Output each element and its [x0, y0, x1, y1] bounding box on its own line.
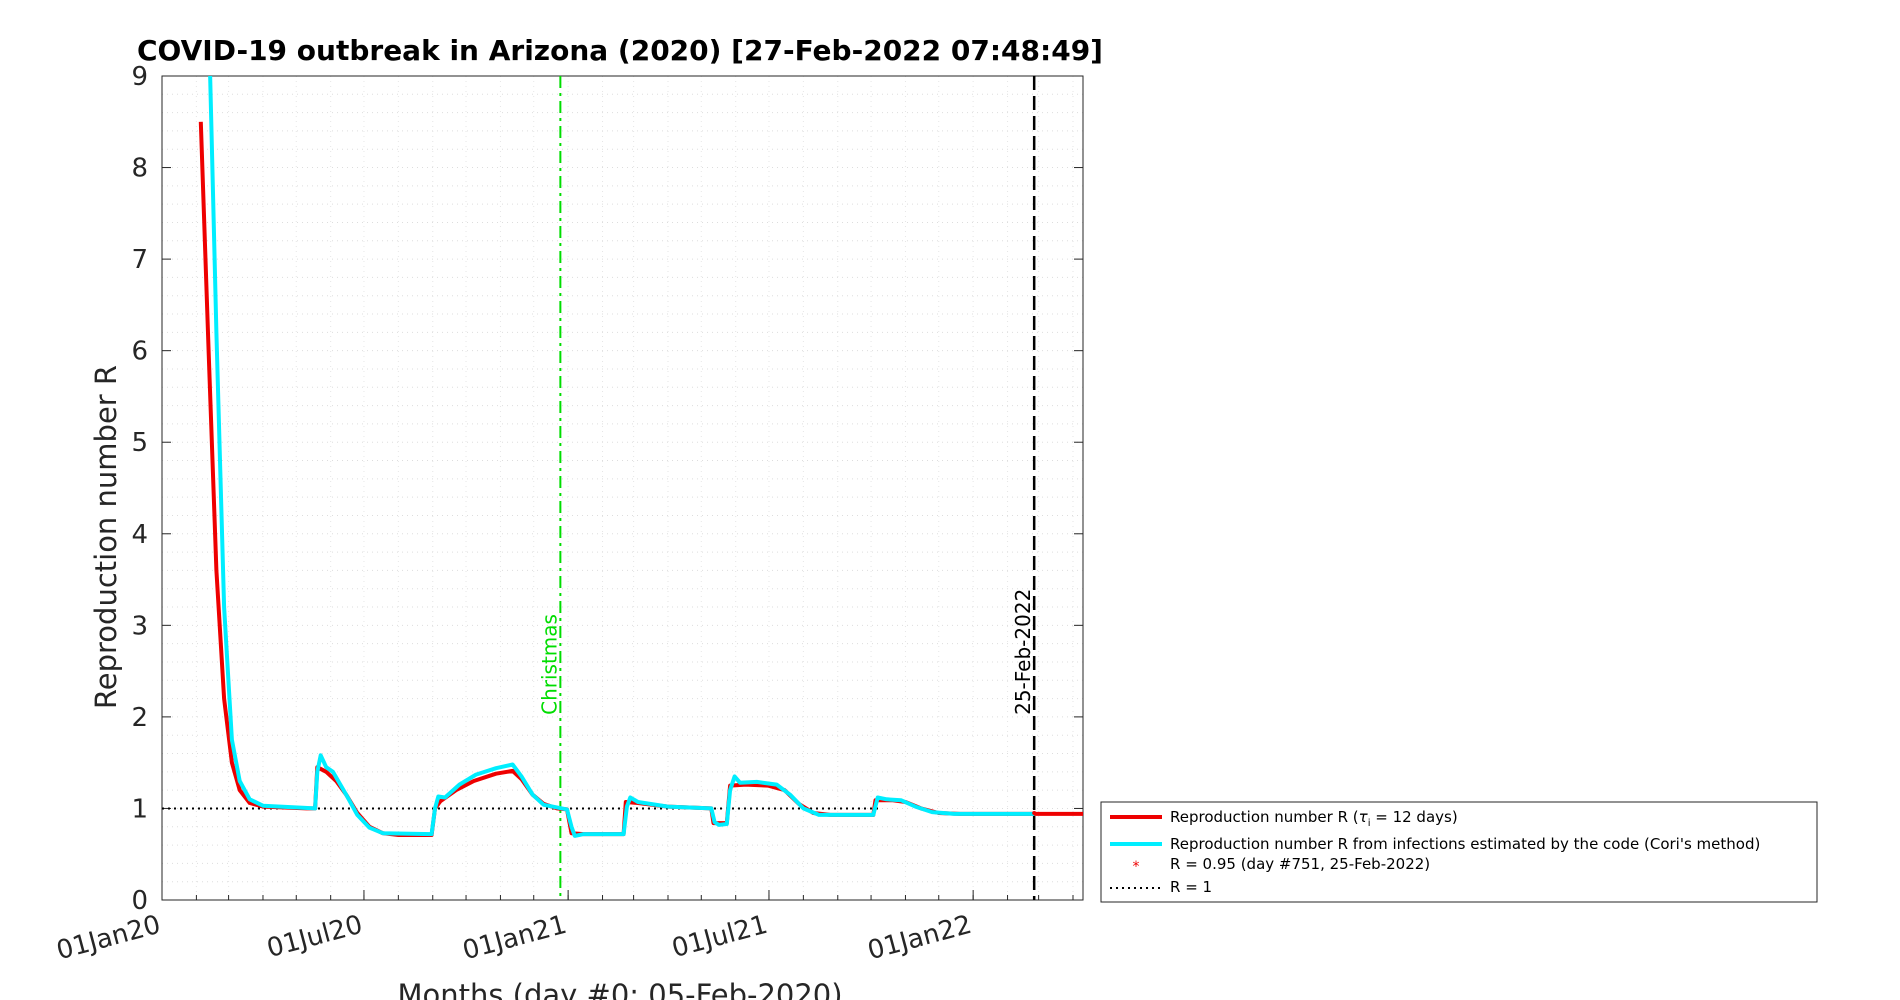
y-tick-label: 9: [131, 62, 148, 92]
y-tick-label: 4: [131, 520, 148, 550]
y-tick-label: 1: [131, 794, 148, 824]
y-tick-label: 8: [131, 154, 148, 184]
y-tick-label: 2: [131, 703, 148, 733]
axes: [161, 75, 1084, 901]
legend-label-marker: R = 0.95 (day #751, 25-Feb-2022): [1170, 855, 1430, 873]
grid: [162, 76, 1083, 900]
current-date-label: 25-Feb-2022: [1011, 589, 1035, 715]
plot-area: [198, 76, 1083, 838]
legend-label-red: Reproduction number R (τi = 12 days): [1170, 808, 1458, 829]
y-axis-label: Reproduction number R: [89, 365, 123, 709]
y-tick-label: 0: [131, 886, 148, 916]
legend-label-ref: R = 1: [1170, 878, 1212, 896]
series-line-red: [198, 121, 1083, 837]
x-tick-label: 01Jul21: [669, 910, 771, 964]
chart-title: COVID-19 outbreak in Arizona (2020) [27-…: [137, 34, 1103, 67]
current-r-marker: [1032, 811, 1037, 816]
y-tick-label: 7: [131, 245, 148, 275]
x-axis-label: Months (day #0: 05-Feb-2020): [397, 978, 842, 1000]
reference-lines: Christmas 25-Feb-2022: [162, 76, 1036, 900]
y-tick-label: 6: [131, 337, 148, 367]
x-tick-label: 01Jan22: [865, 910, 975, 966]
x-tick-label: 01Jul20: [264, 910, 366, 964]
x-tick-label: 01Jan20: [53, 910, 163, 966]
series-line-cyan: [208, 76, 1035, 838]
x-tick-label: 01Jan21: [460, 910, 570, 966]
legend-marker-symbol: *: [1133, 859, 1140, 875]
tick-labels: 0 1 2 3 4 5 6 7 8 9 01Jan20 01Jul20 01Jan21 01Jul21 01…: [53, 62, 975, 966]
christmas-label: Christmas: [537, 614, 561, 715]
legend: Reproduction number R (τi = 12 days) Rep…: [1100, 801, 1818, 903]
y-tick-label: 5: [131, 428, 148, 458]
legend-label-cyan: Reproduction number R from infections es…: [1170, 835, 1760, 853]
y-tick-label: 3: [131, 611, 148, 641]
axes-box: [161, 75, 1084, 901]
legend-box: [1100, 801, 1818, 903]
